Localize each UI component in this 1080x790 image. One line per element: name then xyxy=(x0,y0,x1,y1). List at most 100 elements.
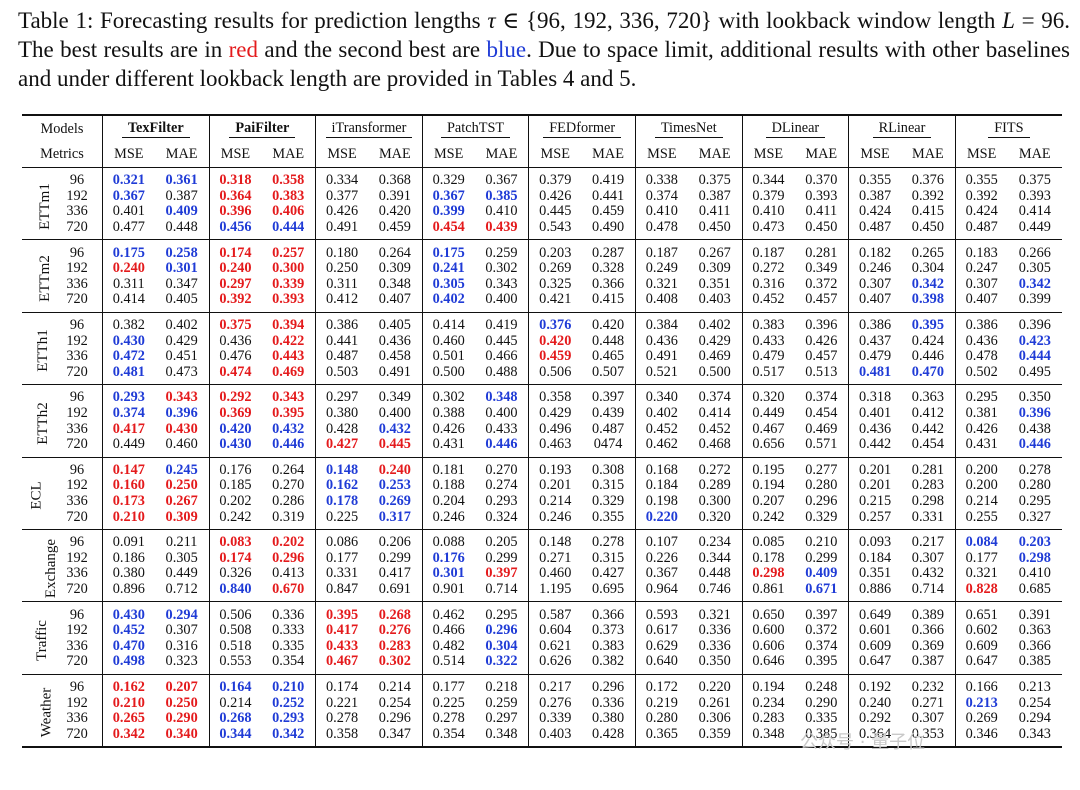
dataset-name: ETTh2 xyxy=(34,402,51,445)
value-cell: 0.205 xyxy=(474,528,529,551)
value-cell: 0.198 xyxy=(634,494,688,510)
value-cell: 0.240 xyxy=(367,456,423,479)
value-cell: 0.828 xyxy=(954,581,1008,602)
value-cell: 0.367 xyxy=(421,189,475,205)
value-cell: 0.397 xyxy=(485,565,518,582)
horizon-cell: 720 xyxy=(66,508,88,525)
value-cell: 0.177 xyxy=(954,550,1008,567)
value-cell: 0.305 xyxy=(165,549,198,566)
value-cell: 0.276 xyxy=(528,695,582,711)
value-cell: 0.400 xyxy=(485,291,518,308)
value-cell: 0.351 xyxy=(698,275,731,292)
value-cell: 0.343 xyxy=(154,384,210,406)
value-cell: 0.487 xyxy=(315,349,368,365)
value-cell: 0.437 xyxy=(848,333,901,349)
value-cell: 0.646 xyxy=(741,654,795,675)
table-row: 192 0.240 0.301 0.240 0.300 0.250 0.309 0.241 0.… xyxy=(22,261,1062,277)
value-cell: 0.280 xyxy=(1018,477,1051,494)
value-cell: 0.355 xyxy=(591,508,625,525)
value-cell: 0.443 xyxy=(272,348,305,365)
value-cell: 0.896 xyxy=(101,581,155,602)
value-cell: 0.670 xyxy=(272,580,305,597)
horizon-cell: 192 xyxy=(66,405,88,422)
value-cell: 0.257 xyxy=(848,509,901,530)
value-cell: 0.381 xyxy=(954,406,1008,422)
value-cell: 0.469 xyxy=(698,348,731,365)
horizon-cell: 96 xyxy=(52,528,103,551)
value-cell: 0.270 xyxy=(474,456,529,479)
value-cell: 0.369 xyxy=(208,406,262,422)
value-cell: 0.656 xyxy=(741,437,795,457)
value-cell: 0.571 xyxy=(805,436,838,453)
metric-name: MSE xyxy=(741,142,795,168)
caption-text-2: ∈ {96, 192, 336, 720} with lookback wind… xyxy=(495,8,1003,33)
dataset-name: Exchange xyxy=(43,538,60,598)
dataset-cell: Weather xyxy=(22,673,54,748)
value-cell: 0.269 xyxy=(954,711,1008,727)
value-cell: 0.311 xyxy=(315,277,368,293)
value-cell: 0.268 xyxy=(367,601,423,623)
value-cell: 0.501 xyxy=(421,349,475,365)
value-cell: 0.465 xyxy=(591,348,625,365)
value-cell: 0.478 xyxy=(954,349,1008,365)
caption-text-1: Table 1: Forecasting results for predict… xyxy=(18,8,488,33)
value-cell: 0.168 xyxy=(634,456,688,479)
table-row: 720 0.342 0.340 0.344 0.342 0.358 0.347 0.354 0.… xyxy=(22,726,1062,748)
value-cell: 0.439 xyxy=(591,405,625,422)
value-cell: 0.188 xyxy=(421,478,475,494)
value-cell: 0.278 xyxy=(1007,456,1062,479)
value-cell: 0.264 xyxy=(367,239,423,261)
horizon-cell: 336 xyxy=(66,348,88,365)
value-cell: 0.215 xyxy=(848,494,901,510)
value-cell: 0.487 xyxy=(954,220,1008,240)
value-cell: 0.354 xyxy=(272,653,305,670)
value-cell: 0.380 xyxy=(101,566,155,582)
table-row: ECL 96 0.147 0.245 0.176 0.264 0.148 0.240 0.181… xyxy=(22,456,1062,530)
value-cell: 0.387 xyxy=(698,187,731,204)
value-cell: 0.459 xyxy=(378,219,411,236)
value-cell: 0.353 xyxy=(900,726,956,748)
model-name: PatchTST xyxy=(440,121,511,138)
value-cell: 0.368 xyxy=(367,166,423,189)
value-cell: 0.385 xyxy=(485,187,518,204)
value-cell: 0.426 xyxy=(315,204,368,220)
value-cell: 0.268 xyxy=(208,711,262,727)
value-cell: 0.428 xyxy=(315,421,368,437)
value-cell: 0.296 xyxy=(581,673,636,696)
value-cell: 0.431 xyxy=(954,437,1008,457)
value-cell: 0.182 xyxy=(848,239,901,261)
value-cell: 0.502 xyxy=(954,364,1008,385)
horizon-cell: 720 xyxy=(66,363,88,380)
value-cell: 0.294 xyxy=(154,601,210,623)
value-cell: 0.651 xyxy=(954,601,1008,623)
value-cell: 0.387 xyxy=(911,653,944,670)
value-cell: 0.399 xyxy=(421,204,475,220)
table-row: ETTm2 96 0.175 0.258 0.174 0.257 0.180 0.264 0.1… xyxy=(22,239,1062,313)
value-cell: 0.412 xyxy=(315,292,368,313)
value-cell: 0.426 xyxy=(954,421,1008,437)
value-cell: 0.468 xyxy=(698,436,731,453)
metric-name: MAE xyxy=(378,146,411,162)
value-cell: 0.498 xyxy=(101,654,155,675)
value-cell: 0.417 xyxy=(315,623,368,639)
value-cell: 0.445 xyxy=(528,204,582,220)
horizon-cell: 336 xyxy=(66,565,88,582)
value-cell: 0.424 xyxy=(848,204,901,220)
model-name: DLinear xyxy=(765,121,826,138)
value-cell: 0.307 xyxy=(954,277,1008,293)
value-cell: 0.295 xyxy=(474,601,529,623)
value-cell: 0.415 xyxy=(591,291,625,308)
value-cell: 0.250 xyxy=(165,477,198,494)
value-cell: 0.210 xyxy=(794,528,849,551)
table-row: 720 0.498 0.323 0.553 0.354 0.467 0.302 0.514 0.… xyxy=(22,653,1062,675)
value-cell: 0.413 xyxy=(272,565,305,582)
value-cell: 0.355 xyxy=(848,166,901,189)
table-row: 336 0.311 0.347 0.297 0.339 0.311 0.348 0.305 0.… xyxy=(22,277,1062,293)
value-cell: 0.200 xyxy=(954,456,1008,479)
value-cell: 0.491 xyxy=(634,349,688,365)
table-row: 720 0.414 0.405 0.392 0.393 0.412 0.407 0.402 0.… xyxy=(22,291,1062,313)
value-cell: 0.392 xyxy=(954,189,1008,205)
value-cell: 0.430 xyxy=(101,333,155,349)
value-cell: 0.293 xyxy=(101,384,155,406)
value-cell: 0.602 xyxy=(954,623,1008,639)
